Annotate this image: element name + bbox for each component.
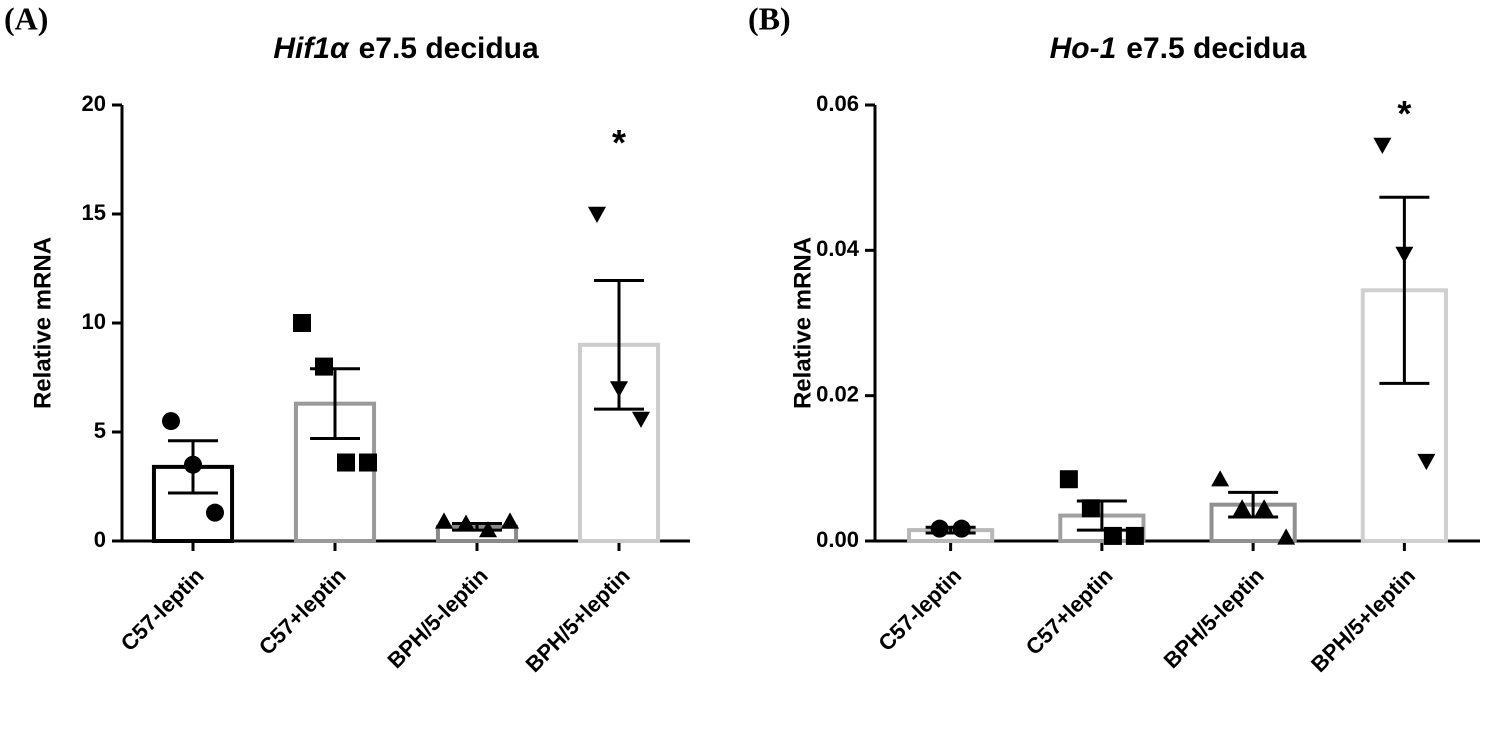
data-point (435, 512, 453, 529)
data-point (479, 521, 497, 538)
title-rest: e7.5 decidua (359, 32, 539, 65)
data-point (1373, 137, 1392, 154)
annotation: * (612, 122, 626, 163)
data-point (206, 503, 224, 522)
chart-title: Hif1α e7.5 decidua (273, 32, 539, 65)
y-tick-label: 10 (82, 309, 106, 334)
panel-label: (A) (4, 0, 48, 36)
x-tick-label: BPH/5+leptin (521, 563, 635, 677)
x-tick-label: C57+leptin (254, 563, 351, 660)
error-bar (1379, 195, 1430, 385)
data-point (337, 453, 355, 472)
y-axis-label: Relative mRNA (789, 237, 816, 409)
data-point (930, 519, 949, 538)
data-point (1211, 470, 1230, 487)
data-point (1277, 528, 1296, 545)
annotation: * (1397, 93, 1411, 134)
x-tick-label: C57+leptin (1021, 563, 1118, 660)
data-point (501, 512, 519, 529)
x-tick-label: BPH/5+leptin (1306, 563, 1420, 677)
data-point (1395, 246, 1414, 263)
panel-label: (B) (748, 0, 791, 36)
data-point (632, 411, 650, 428)
y-tick-label: 0 (94, 527, 106, 552)
data-point (1417, 453, 1436, 471)
title-rest: e7.5 decidua (1126, 32, 1306, 65)
x-tick-label: C57-leptin (873, 563, 966, 656)
data-point (588, 206, 606, 223)
y-tick-label: 0.02 (816, 381, 859, 406)
data-point (1233, 499, 1252, 516)
x-tick-label: BPH/5-leptin (382, 563, 492, 673)
y-tick-label: 5 (94, 418, 106, 443)
y-tick-label: 20 (82, 91, 106, 116)
data-point (1125, 526, 1144, 545)
y-tick-label: 0.04 (816, 236, 860, 261)
y-tick-label: 15 (82, 200, 106, 225)
data-point (162, 412, 180, 431)
data-point (952, 519, 971, 538)
title-italic: Hif1α (273, 32, 350, 65)
y-axis-label: Relative mRNA (29, 237, 56, 409)
data-point (457, 514, 475, 531)
data-point (293, 314, 311, 332)
data-point (1081, 499, 1100, 518)
data-point (1255, 499, 1274, 516)
data-point (184, 455, 202, 474)
data-point (610, 381, 628, 398)
y-tick-label: 0.06 (816, 91, 859, 116)
data-point (315, 357, 333, 376)
data-point (1103, 526, 1122, 545)
error-bar (1228, 490, 1279, 519)
title-italic: Ho-1 (1050, 32, 1117, 65)
x-tick-label: BPH/5-leptin (1159, 563, 1269, 673)
chart-title: Ho-1 e7.5 decidua (1050, 32, 1307, 65)
data-point (359, 453, 377, 472)
y-tick-label: 0.00 (816, 527, 859, 552)
data-point (1059, 470, 1078, 489)
x-tick-label: C57-leptin (116, 563, 209, 656)
